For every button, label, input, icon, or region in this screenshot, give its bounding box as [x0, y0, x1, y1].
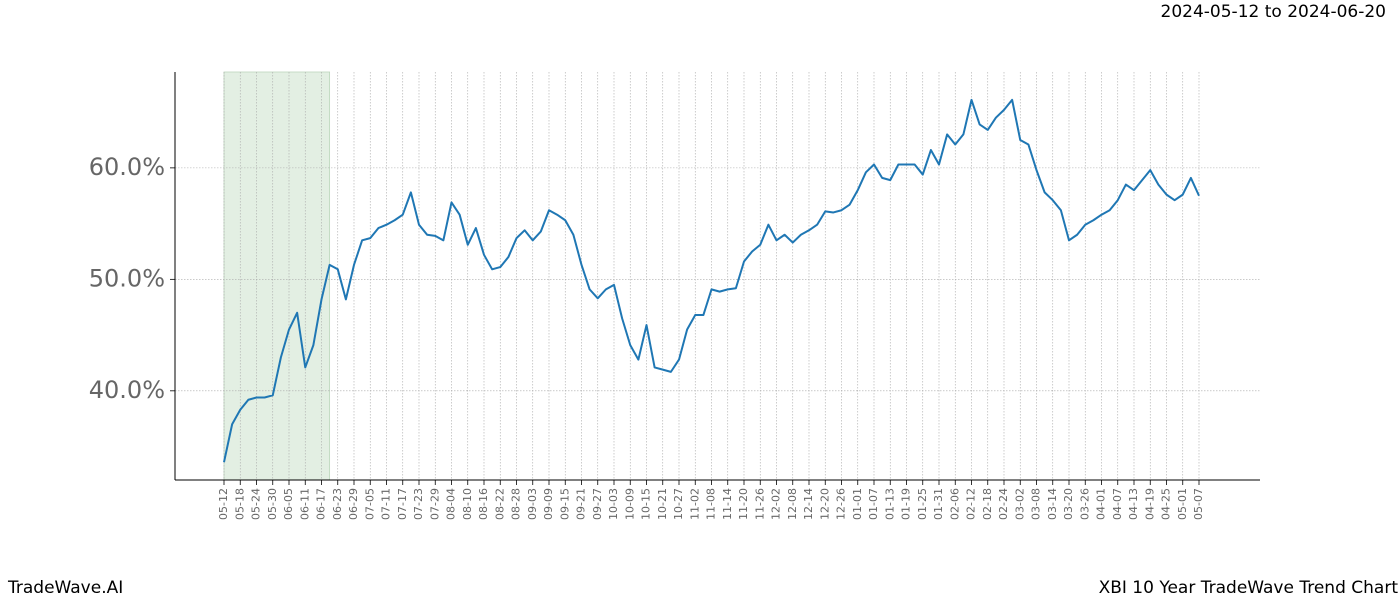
x-tick-label: 09-27: [591, 488, 604, 520]
x-tick-label: 12-08: [786, 488, 799, 520]
x-tick-label: 10-15: [640, 488, 653, 520]
x-tick-label: 06-17: [315, 488, 328, 520]
x-tick-label: 05-24: [250, 488, 263, 520]
x-tick-label: 02-06: [948, 488, 961, 520]
x-tick-label: 10-27: [672, 488, 685, 520]
x-tick-label: 01-07: [867, 488, 880, 520]
x-tick-label: 11-02: [688, 488, 701, 520]
x-tick-label: 10-09: [623, 488, 636, 520]
x-tick-label: 12-20: [818, 488, 831, 520]
x-tick-label: 07-23: [412, 488, 425, 520]
x-tick-label: 08-22: [493, 488, 506, 520]
x-tick-label: 05-18: [233, 488, 246, 520]
x-tick-label: 05-07: [1192, 488, 1205, 520]
x-tick-label: 03-20: [1062, 488, 1075, 520]
y-tick-label: 50.0%: [89, 264, 165, 292]
x-tick-label: 11-20: [737, 488, 750, 520]
x-tick-label: 12-14: [802, 488, 815, 520]
x-tick-label: 06-23: [331, 488, 344, 520]
x-tick-label: 04-13: [1127, 488, 1140, 520]
x-tick-label: 09-21: [575, 488, 588, 520]
x-tick-label: 04-25: [1160, 488, 1173, 520]
x-tick-label: 12-02: [770, 488, 783, 520]
x-tick-label: 04-19: [1143, 488, 1156, 520]
x-tick-label: 06-05: [282, 488, 295, 520]
x-tick-label: 06-29: [347, 488, 360, 520]
y-tick-label: 40.0%: [89, 376, 165, 404]
x-tick-label: 01-13: [883, 488, 896, 520]
x-tick-label: 01-25: [916, 488, 929, 520]
x-tick-label: 09-09: [542, 488, 555, 520]
x-tick-label: 03-02: [1013, 488, 1026, 520]
x-tick-label: 11-26: [753, 488, 766, 520]
x-tick-label: 01-19: [900, 488, 913, 520]
x-tick-label: 07-17: [396, 488, 409, 520]
x-tick-label: 08-16: [477, 488, 490, 520]
x-tick-label: 10-21: [656, 488, 669, 520]
x-tick-label: 08-10: [461, 488, 474, 520]
chart-title: 2024-05-12 to 2024-06-20: [1161, 2, 1386, 22]
x-tick-label: 03-08: [1030, 488, 1043, 520]
highlight-band: [223, 71, 331, 481]
x-tick-label: 07-05: [363, 488, 376, 520]
x-tick-label: 11-08: [705, 488, 718, 520]
x-tick-label: 11-14: [721, 488, 734, 520]
x-tick-label: 09-15: [558, 488, 571, 520]
y-tick-label: 60.0%: [89, 153, 165, 181]
x-tick-label: 04-01: [1095, 488, 1108, 520]
x-tick-label: 08-28: [510, 488, 523, 520]
x-tick-label: 02-18: [981, 488, 994, 520]
x-tick-label: 12-26: [835, 488, 848, 520]
x-tick-label: 01-01: [851, 488, 864, 520]
footer-left: TradeWave.AI: [7, 578, 123, 598]
x-tick-label: 04-07: [1111, 488, 1124, 520]
x-tick-label: 05-01: [1176, 488, 1189, 520]
footer-right: XBI 10 Year TradeWave Trend Chart: [1099, 578, 1399, 598]
x-tick-label: 01-31: [932, 488, 945, 520]
x-tick-label: 05-30: [266, 488, 279, 520]
x-tick-label: 09-03: [526, 488, 539, 520]
x-tick-label: 10-03: [607, 488, 620, 520]
x-tick-label: 08-04: [445, 488, 458, 520]
x-tick-label: 07-29: [428, 488, 441, 520]
x-tick-label: 05-12: [217, 488, 230, 520]
x-tick-label: 06-11: [298, 488, 311, 520]
x-tick-label: 03-26: [1078, 488, 1091, 520]
trend-line: [223, 98, 1200, 463]
x-tick-label: 03-14: [1046, 488, 1059, 520]
x-tick-label: 02-24: [997, 488, 1010, 520]
x-tick-label: 07-11: [380, 488, 393, 520]
x-tick-label: 02-12: [965, 488, 978, 520]
